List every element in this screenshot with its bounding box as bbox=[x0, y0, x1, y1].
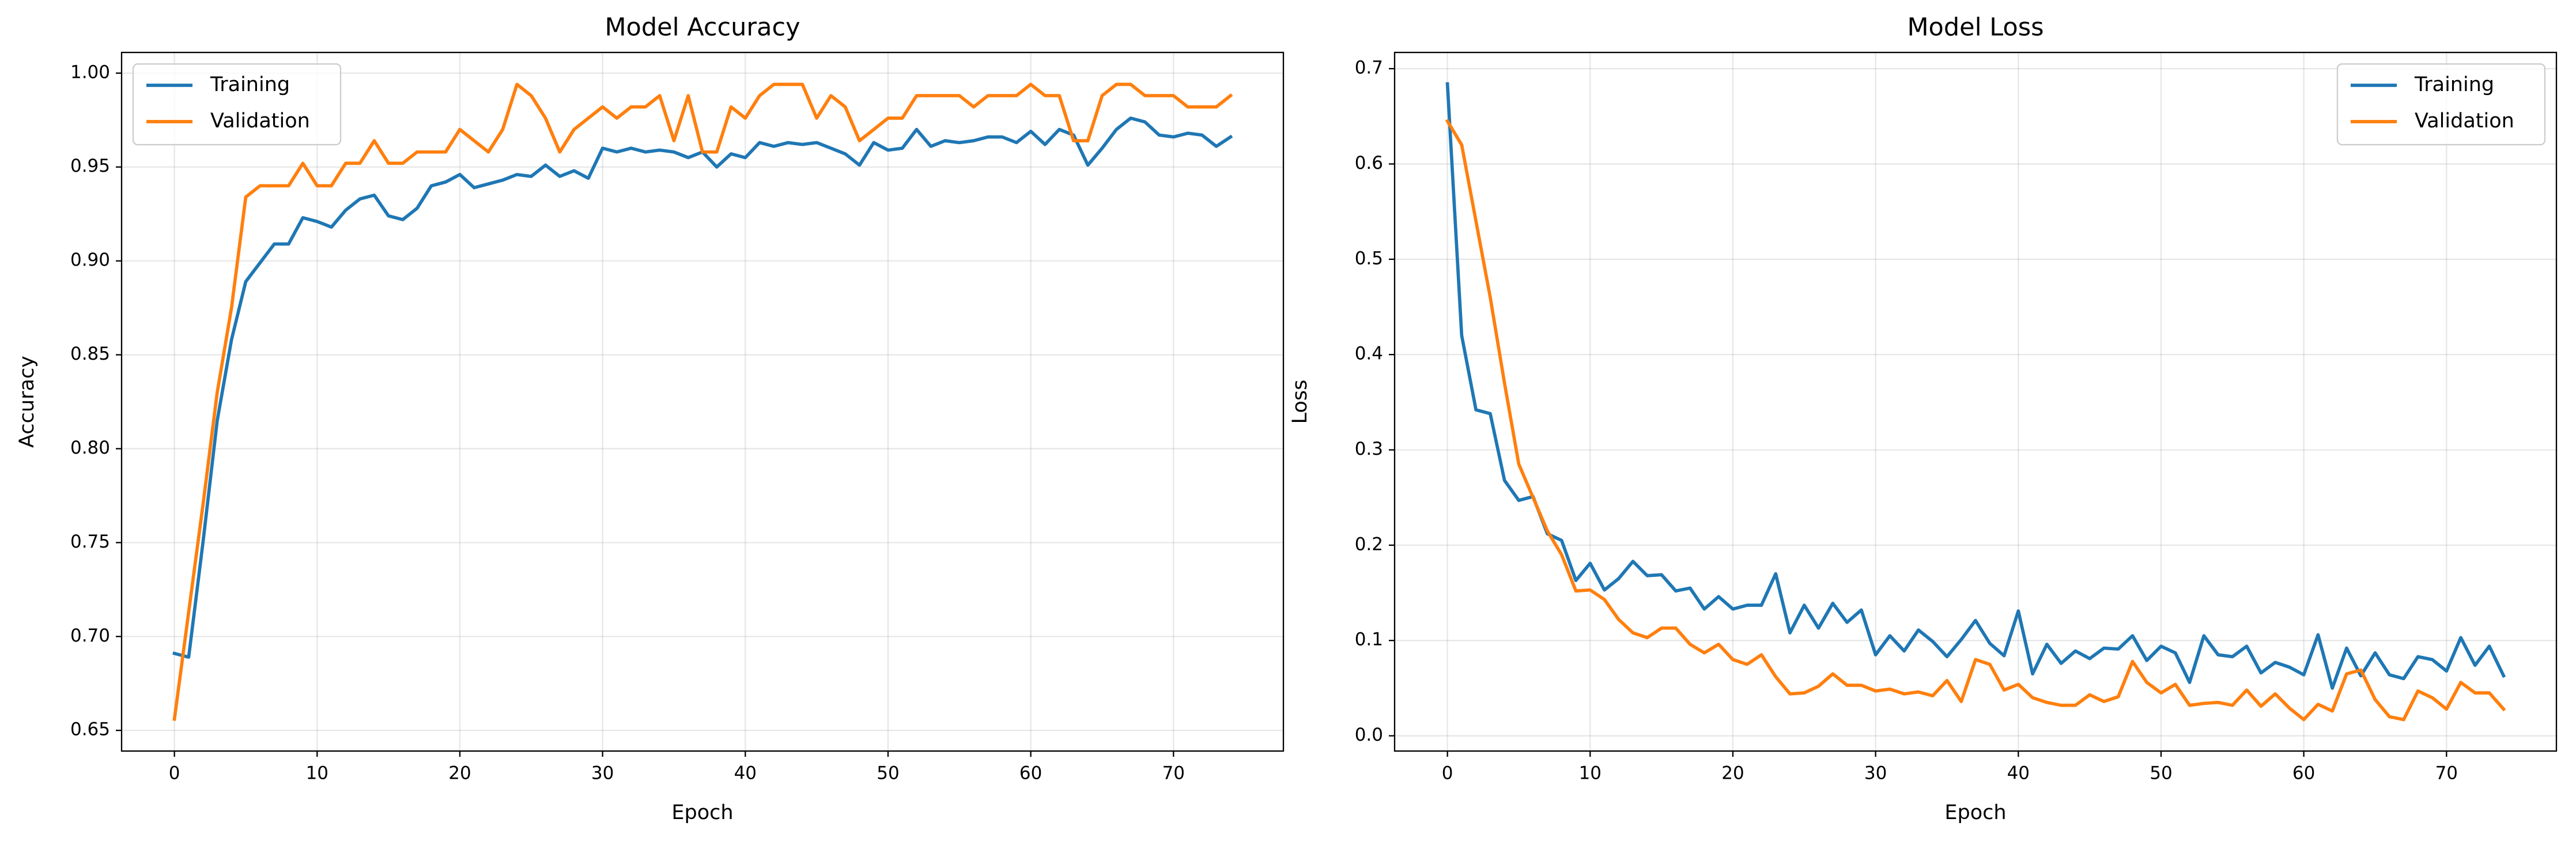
y-axis-label: Loss bbox=[1289, 380, 1312, 424]
y-tick-label: 0.0 bbox=[1355, 725, 1383, 745]
x-tick-label: 0 bbox=[169, 763, 180, 784]
data-line bbox=[172, 82, 1233, 721]
chart-title: Model Loss bbox=[1907, 13, 2044, 42]
x-tick-label: 70 bbox=[2435, 763, 2458, 784]
legend: Training Validation bbox=[2336, 63, 2546, 146]
x-tick-label: 0 bbox=[1442, 763, 1453, 784]
y-tick-label: 0.85 bbox=[70, 344, 110, 364]
y-axis-label: Accuracy bbox=[16, 356, 39, 448]
x-tick-label: 10 bbox=[306, 763, 328, 784]
x-tick-label: 20 bbox=[1721, 763, 1744, 784]
data-line bbox=[172, 116, 1233, 659]
legend-label: Training bbox=[210, 73, 290, 96]
data-line bbox=[1445, 119, 2506, 722]
legend-label: Validation bbox=[210, 110, 310, 133]
x-tick-label: 60 bbox=[1019, 763, 1042, 784]
x-tick-label: 40 bbox=[2007, 763, 2030, 784]
y-tick-label: 0.2 bbox=[1355, 534, 1383, 554]
x-tick-label: 70 bbox=[1162, 763, 1185, 784]
y-tick-label: 0.90 bbox=[70, 250, 110, 270]
y-tick-label: 0.5 bbox=[1355, 248, 1383, 269]
y-tick-label: 0.80 bbox=[70, 437, 110, 458]
y-tick-label: 0.4 bbox=[1355, 344, 1383, 364]
axes-frame bbox=[120, 51, 1285, 752]
y-tick-label: 0.75 bbox=[70, 531, 110, 552]
x-tick-label: 30 bbox=[591, 763, 614, 784]
legend-label: Training bbox=[2414, 73, 2494, 96]
y-tick-label: 0.95 bbox=[70, 156, 110, 176]
data-line bbox=[1445, 82, 2506, 690]
legend-label: Validation bbox=[2415, 110, 2514, 133]
y-tick-label: 1.00 bbox=[70, 62, 110, 82]
y-tick-label: 0.3 bbox=[1355, 439, 1383, 459]
y-tick-label: 0.6 bbox=[1355, 153, 1383, 173]
chart-title: Model Accuracy bbox=[605, 13, 800, 42]
x-tick-label: 60 bbox=[2292, 763, 2315, 784]
legend: Training Validation bbox=[132, 63, 342, 146]
x-tick-label: 50 bbox=[2150, 763, 2172, 784]
y-tick-label: 0.1 bbox=[1355, 629, 1383, 650]
x-tick-label: 30 bbox=[1864, 763, 1887, 784]
x-tick-label: 50 bbox=[877, 763, 899, 784]
y-tick-label: 0.7 bbox=[1355, 58, 1383, 78]
x-axis-label: Epoch bbox=[1944, 801, 2006, 824]
y-tick-label: 0.70 bbox=[70, 625, 110, 646]
x-axis-label: Epoch bbox=[671, 801, 733, 824]
x-tick-label: 10 bbox=[1579, 763, 1601, 784]
axes-frame bbox=[1393, 51, 2558, 752]
x-tick-label: 40 bbox=[734, 763, 757, 784]
y-tick-label: 0.65 bbox=[70, 719, 110, 740]
x-tick-label: 20 bbox=[448, 763, 471, 784]
